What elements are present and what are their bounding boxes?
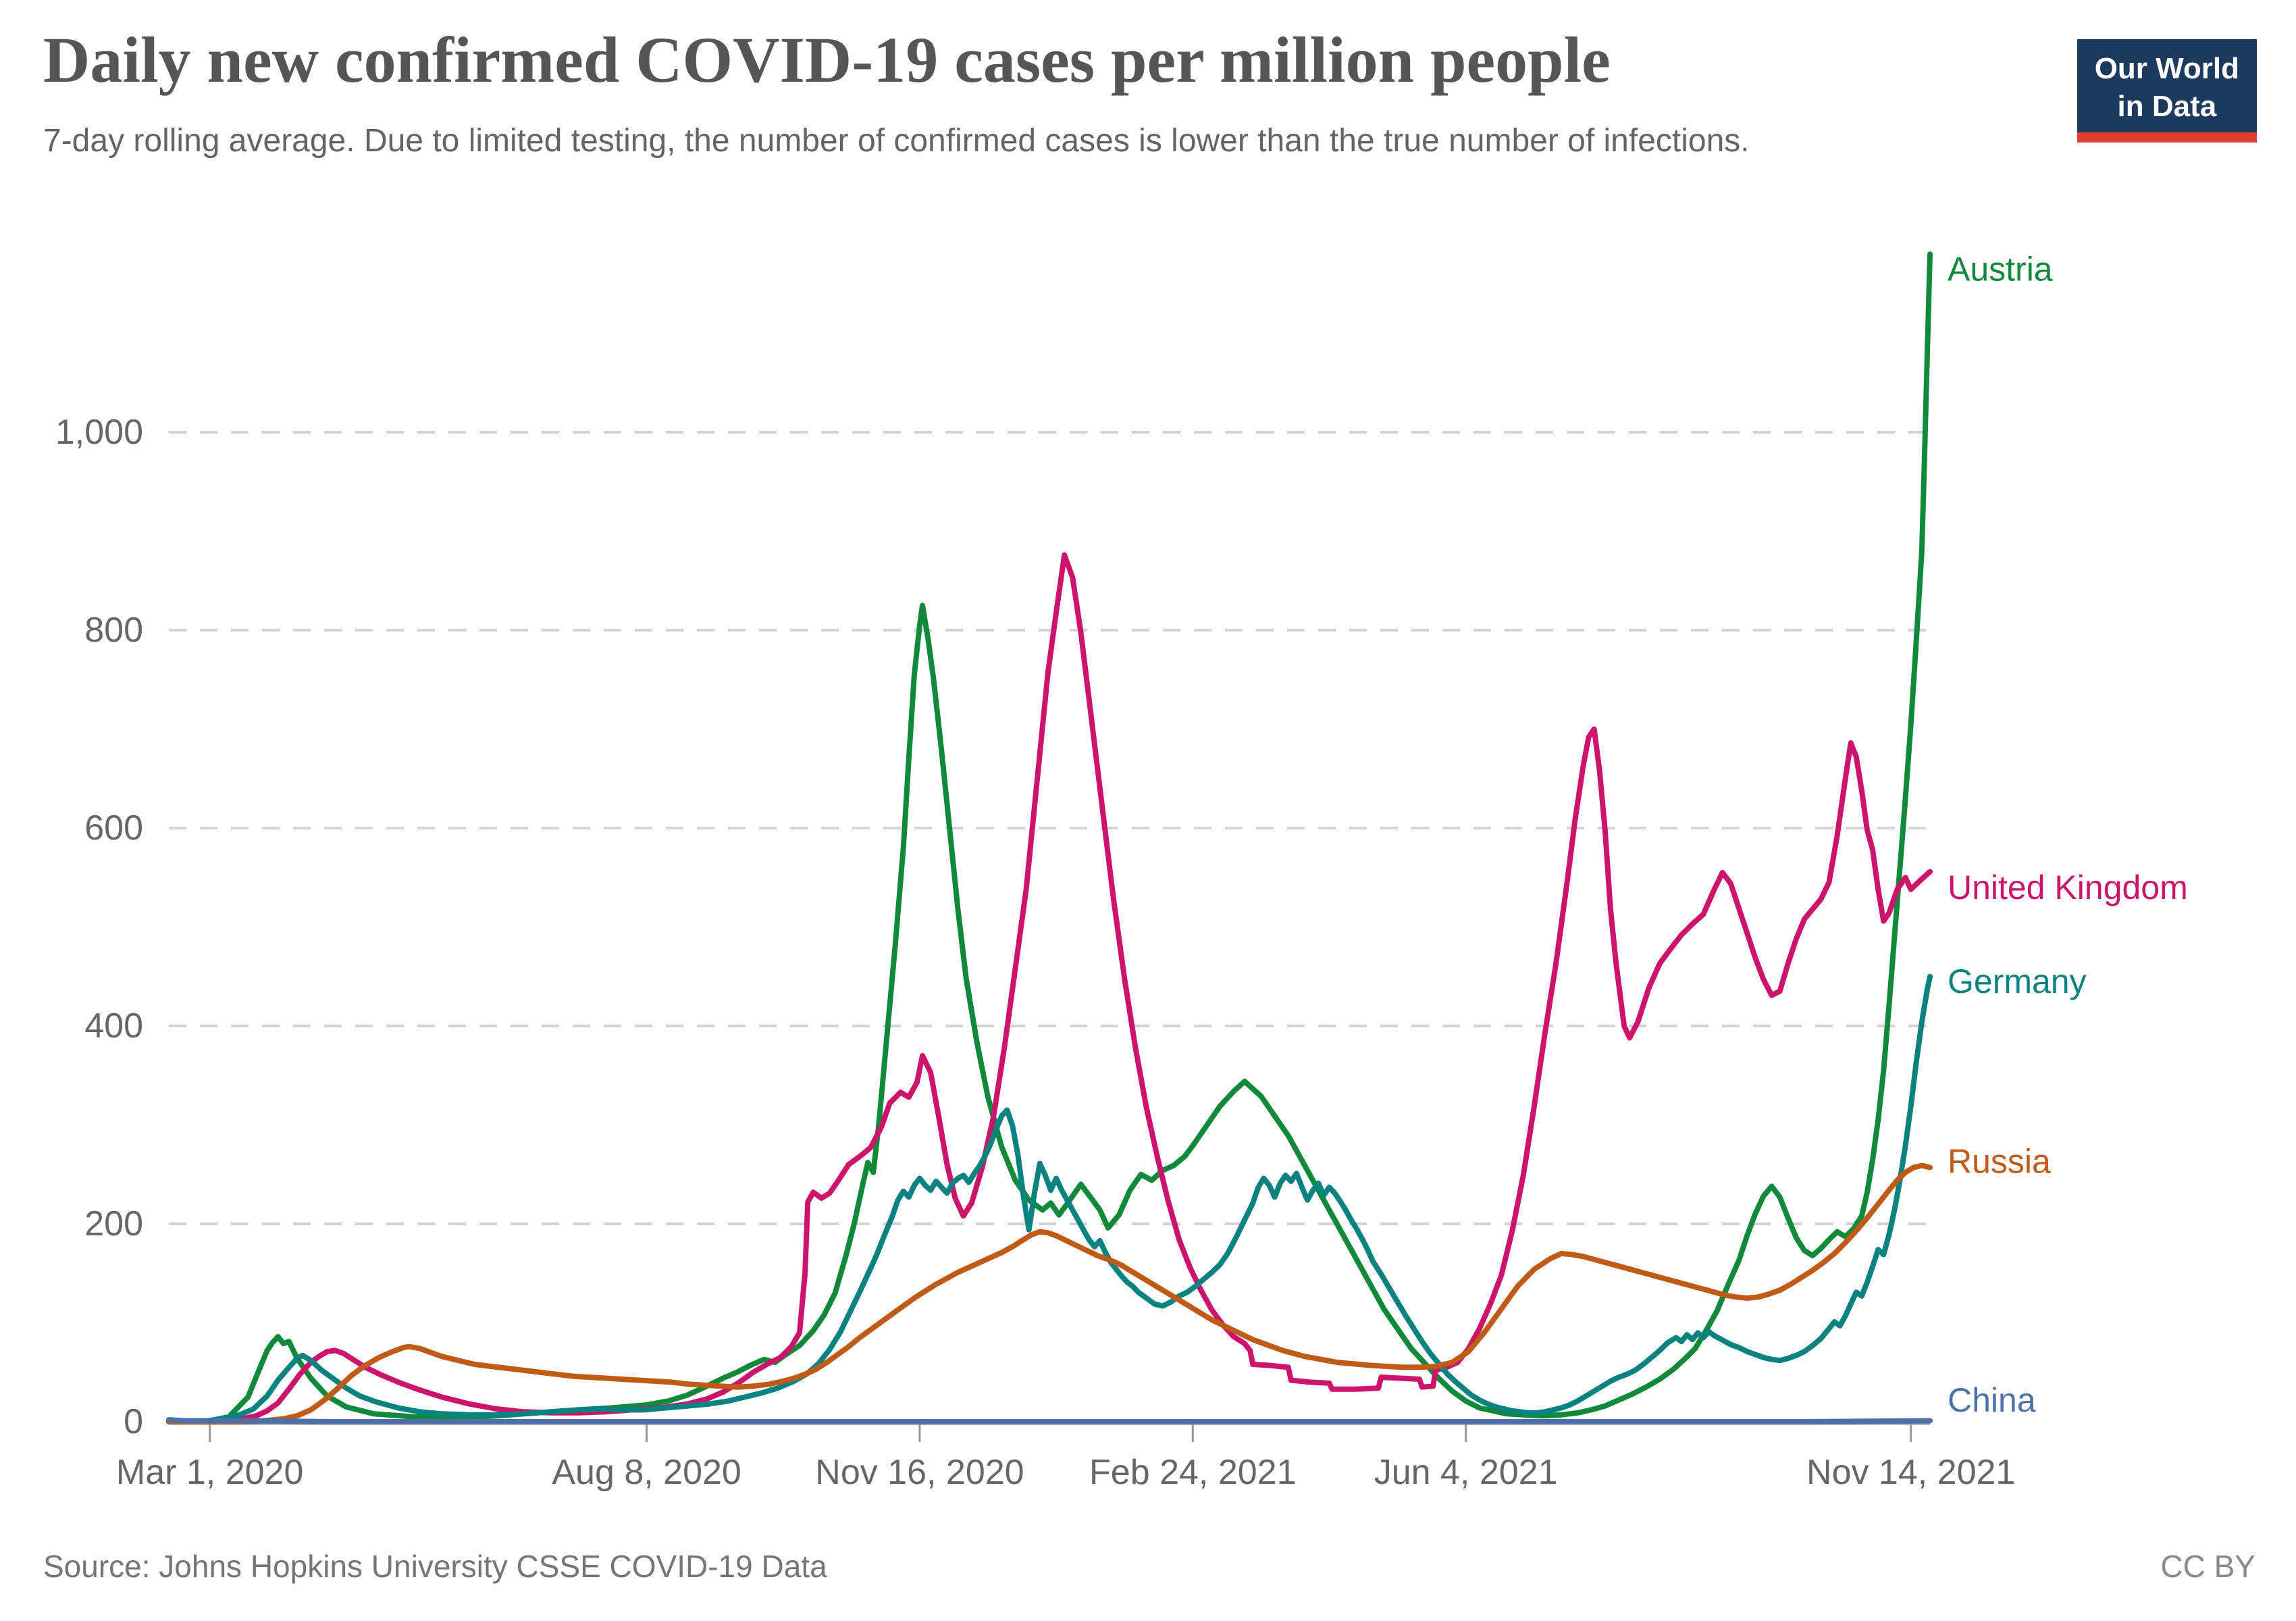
series-label-united-kingdom: United Kingdom — [1948, 869, 2188, 906]
source-text: Source: Johns Hopkins University CSSE CO… — [43, 1549, 827, 1584]
x-axis-tick-label: Jun 4, 2021 — [1374, 1453, 1558, 1492]
series-label-austria: Austria — [1948, 250, 2053, 288]
y-axis-tick-label: 600 — [84, 808, 143, 848]
x-axis-tick-label: Aug 8, 2020 — [552, 1453, 741, 1492]
series-label-germany: Germany — [1948, 962, 2087, 1000]
series-line-china — [166, 1417, 1933, 1424]
series-line-austria — [166, 251, 1933, 1424]
page-title: Daily new confirmed COVID-19 cases per m… — [43, 24, 1611, 96]
y-axis-tick-label: 1,000 — [55, 413, 143, 452]
series-label-russia: Russia — [1948, 1143, 2051, 1181]
x-axis-tick-label: Nov 14, 2021 — [1806, 1453, 2015, 1492]
owid-logo[interactable]: Our World in Data — [2077, 39, 2257, 143]
y-axis-tick-label: 200 — [84, 1204, 143, 1243]
series-line-germany — [166, 973, 1933, 1424]
license-text[interactable]: CC BY — [2160, 1549, 2255, 1584]
y-axis-tick-label: 0 — [124, 1402, 143, 1441]
x-axis-tick-label: Mar 1, 2020 — [116, 1453, 304, 1492]
owid-logo-line2: in Data — [2117, 89, 2217, 123]
x-axis-tick-label: Feb 24, 2021 — [1089, 1453, 1296, 1492]
series-label-china: China — [1948, 1381, 2036, 1419]
series-line-united-kingdom — [166, 552, 1933, 1424]
owid-logo-line1: Our World — [2094, 52, 2239, 85]
y-axis-tick-label: 800 — [84, 611, 143, 650]
chart-subtitle: 7-day rolling average. Due to limited te… — [43, 123, 1750, 159]
y-axis-tick-label: 400 — [84, 1006, 143, 1046]
series-line-russia — [166, 1162, 1933, 1424]
x-axis-tick-label: Nov 16, 2020 — [815, 1453, 1024, 1492]
